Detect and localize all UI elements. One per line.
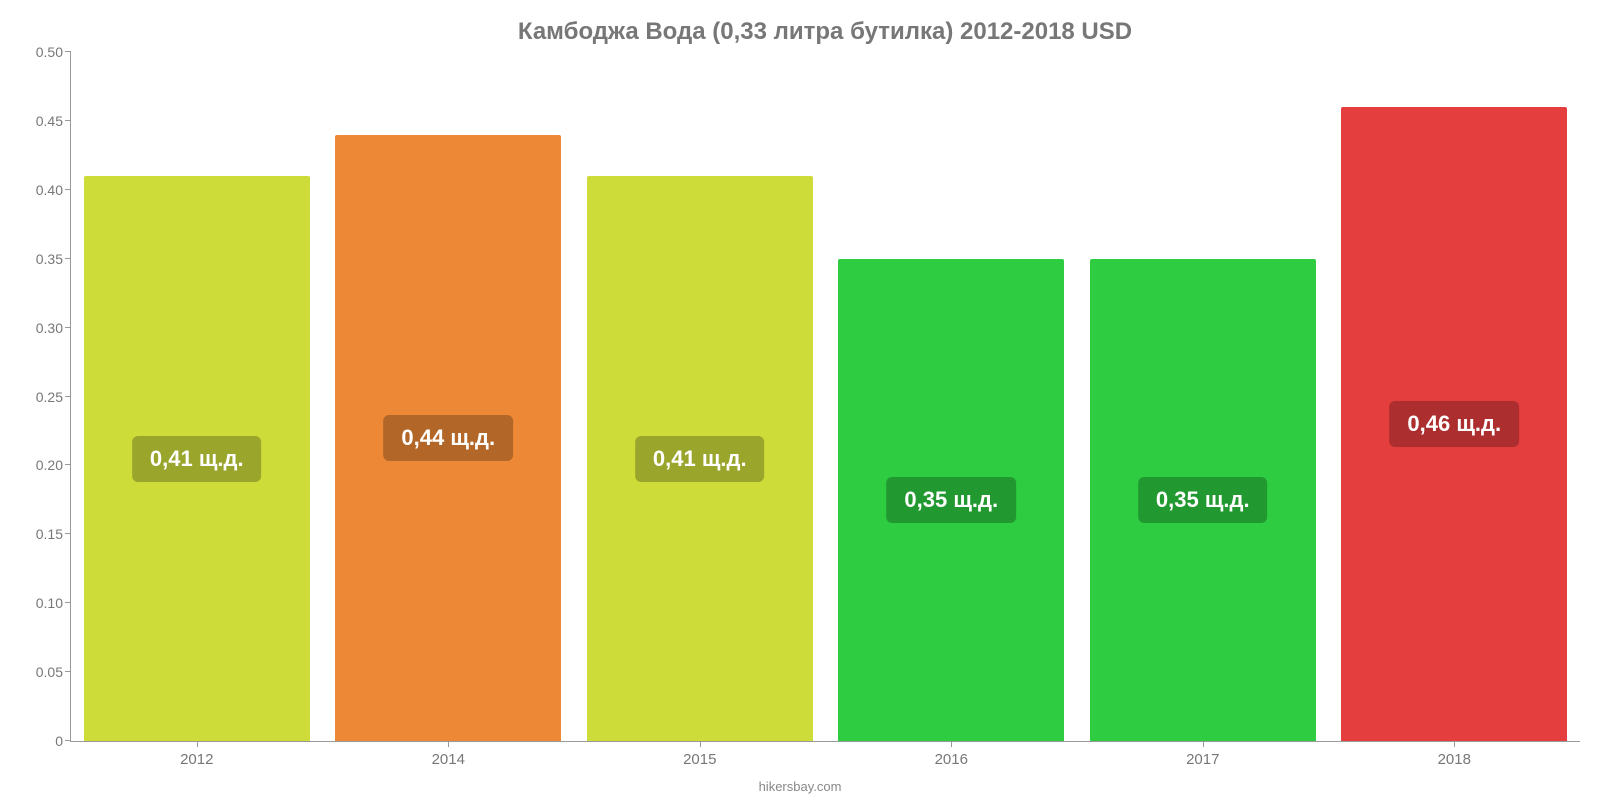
xtick-label: 2018	[1438, 751, 1471, 768]
xtick-mark	[700, 741, 701, 747]
bar: 0,35 щ.д.	[1090, 259, 1316, 741]
bar-slot: 0,46 щ.д.2018	[1329, 52, 1581, 741]
xtick-label: 2015	[683, 751, 716, 768]
ytick-mark	[65, 464, 71, 465]
ytick-label: 0.15	[36, 526, 63, 542]
footer-credit: hikersbay.com	[0, 779, 1600, 794]
bar: 0,41 щ.д.	[587, 176, 813, 741]
bar-slot: 0,35 щ.д.2017	[1077, 52, 1329, 741]
chart-title: Камбоджа Вода (0,33 литра бутилка) 2012-…	[70, 18, 1580, 46]
xtick-mark	[1454, 741, 1455, 747]
xtick-mark	[951, 741, 952, 747]
xtick-label: 2017	[1186, 751, 1219, 768]
bar-value-label: 0,46 щ.д.	[1389, 401, 1519, 447]
bar-value-label: 0,35 щ.д.	[1138, 477, 1268, 523]
ytick-mark	[65, 602, 71, 603]
bars-row: 0,41 щ.д.20120,44 щ.д.20140,41 щ.д.20150…	[71, 52, 1580, 741]
ytick-label: 0.10	[36, 595, 63, 611]
ytick-mark	[65, 396, 71, 397]
ytick-mark	[65, 671, 71, 672]
bar-value-label: 0,41 щ.д.	[132, 436, 262, 482]
ytick-mark	[65, 533, 71, 534]
ytick-mark	[65, 327, 71, 328]
ytick-mark	[65, 120, 71, 121]
xtick-mark	[197, 741, 198, 747]
bar-slot: 0,41 щ.д.2015	[574, 52, 826, 741]
ytick-label: 0.35	[36, 251, 63, 267]
xtick-label: 2012	[180, 751, 213, 768]
ytick-label: 0.25	[36, 389, 63, 405]
bar: 0,46 щ.д.	[1341, 107, 1567, 741]
ytick-label: 0.40	[36, 182, 63, 198]
ytick-label: 0.05	[36, 664, 63, 680]
bar-value-label: 0,35 щ.д.	[886, 477, 1016, 523]
bar-value-label: 0,44 щ.д.	[383, 415, 513, 461]
chart-container: Камбоджа Вода (0,33 литра бутилка) 2012-…	[0, 0, 1600, 800]
ytick-label: 0.20	[36, 457, 63, 473]
bar-slot: 0,44 щ.д.2014	[323, 52, 575, 741]
bar: 0,41 щ.д.	[84, 176, 310, 741]
ytick-label: 0	[55, 733, 63, 749]
bar-slot: 0,35 щ.д.2016	[826, 52, 1078, 741]
ytick-mark	[65, 189, 71, 190]
xtick-mark	[1203, 741, 1204, 747]
ytick-label: 0.45	[36, 113, 63, 129]
plot-area: 0,41 щ.д.20120,44 щ.д.20140,41 щ.д.20150…	[70, 52, 1580, 742]
ytick-mark	[65, 740, 71, 741]
xtick-label: 2016	[935, 751, 968, 768]
ytick-mark	[65, 258, 71, 259]
bar-slot: 0,41 щ.д.2012	[71, 52, 323, 741]
bar: 0,44 щ.д.	[335, 135, 561, 741]
xtick-label: 2014	[432, 751, 465, 768]
bar: 0,35 щ.д.	[838, 259, 1064, 741]
ytick-label: 0.50	[36, 44, 63, 60]
ytick-mark	[65, 51, 71, 52]
xtick-mark	[448, 741, 449, 747]
bar-value-label: 0,41 щ.д.	[635, 436, 765, 482]
ytick-label: 0.30	[36, 320, 63, 336]
